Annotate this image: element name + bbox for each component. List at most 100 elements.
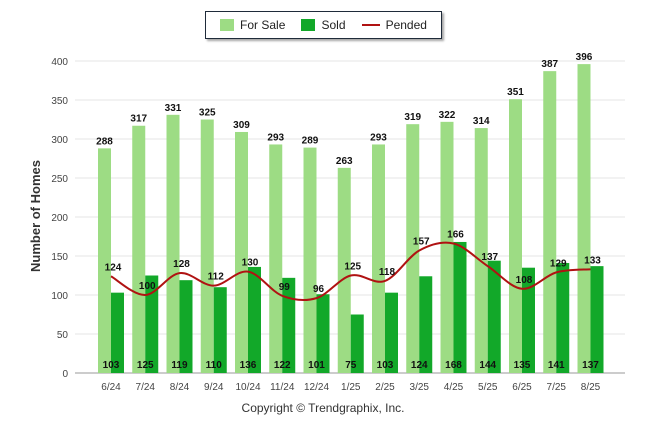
bar-for-sale (509, 99, 522, 373)
bar-for-sale (406, 124, 420, 374)
bar-for-sale (98, 148, 111, 373)
for-sale-value-label: 293 (267, 132, 284, 143)
x-tick-label: 4/25 (444, 382, 464, 393)
pended-line (110, 241, 591, 302)
x-tick-label: 8/25 (581, 382, 601, 393)
x-tick-label: 1/25 (341, 382, 361, 393)
sold-value-label: 125 (137, 360, 154, 371)
x-tick-label: 7/25 (547, 382, 567, 393)
for-sale-value-label: 293 (370, 132, 387, 143)
pended-value-label: 137 (481, 252, 498, 263)
bar-sold (487, 260, 501, 373)
y-tick-label: 300 (51, 135, 68, 146)
sold-value-label: 103 (103, 360, 120, 371)
for-sale-value-label: 322 (439, 110, 456, 121)
legend-label-pended: Pended (385, 18, 427, 32)
pended-value-label: 96 (313, 284, 325, 295)
legend-item-sold[interactable]: Sold (301, 18, 346, 32)
for-sale-value-label: 314 (473, 116, 490, 127)
bar-for-sale (577, 64, 591, 374)
pended-value-label: 118 (379, 267, 396, 278)
sold-swatch (301, 19, 316, 31)
legend-item-pended[interactable]: Pended (361, 18, 427, 32)
for-sale-value-label: 319 (404, 112, 421, 123)
sold-value-label: 122 (274, 360, 291, 371)
y-tick-label: 400 (51, 57, 68, 68)
pended-value-label: 112 (208, 272, 225, 283)
x-tick-label: 12/24 (304, 382, 329, 393)
sold-value-label: 75 (345, 360, 357, 371)
bar-for-sale (200, 119, 214, 373)
x-tick-label: 6/24 (101, 382, 121, 393)
for-sale-value-label: 309 (233, 120, 250, 131)
bar-sold (145, 275, 159, 373)
bar-sold (556, 263, 570, 373)
sold-value-label: 135 (514, 360, 531, 371)
sold-value-label: 119 (171, 360, 188, 371)
bar-sold (453, 241, 467, 373)
pended-value-label: 133 (584, 255, 601, 266)
x-tick-label: 6/25 (512, 382, 532, 393)
pended-swatch (361, 24, 380, 26)
x-tick-label: 2/25 (375, 382, 395, 393)
x-tick-label: 5/25 (478, 382, 498, 393)
bar-sold (179, 280, 193, 373)
x-tick-label: 9/24 (204, 382, 224, 393)
pended-value-label: 129 (550, 258, 567, 269)
bar-sold (111, 292, 124, 373)
bar-sold (282, 277, 296, 373)
bar-sold (316, 294, 330, 373)
sold-value-label: 124 (411, 360, 428, 371)
for-sale-value-label: 317 (130, 114, 147, 125)
bar-for-sale (303, 147, 317, 373)
bar-for-sale (166, 114, 180, 373)
x-tick-label: 3/25 (410, 382, 430, 393)
bar-sold (350, 314, 364, 373)
for-sale-swatch (220, 19, 235, 31)
x-tick-label: 10/24 (235, 382, 260, 393)
for-sale-value-label: 288 (96, 136, 113, 147)
y-tick-label: 50 (57, 330, 69, 341)
legend: For Sale Sold Pended (205, 11, 442, 39)
sold-value-label: 103 (377, 360, 394, 371)
pended-value-label: 108 (516, 275, 533, 286)
bar-for-sale (235, 131, 248, 373)
pended-value-label: 166 (447, 230, 464, 241)
y-axis-title: Number of Homes (28, 160, 43, 272)
y-tick-label: 200 (51, 213, 68, 224)
y-tick-label: 100 (51, 291, 68, 302)
pended-value-label: 157 (413, 237, 430, 248)
for-sale-value-label: 325 (199, 108, 216, 119)
y-tick-label: 350 (51, 96, 68, 107)
y-tick-label: 250 (51, 174, 68, 185)
copyright-text: Copyright © Trendgraphix, Inc. (241, 401, 405, 415)
pended-value-label: 100 (139, 281, 156, 292)
bar-sold (213, 287, 227, 373)
x-tick-label: 7/24 (136, 382, 156, 393)
pended-value-label: 99 (279, 282, 291, 293)
sold-value-label: 101 (308, 360, 325, 371)
for-sale-value-label: 263 (336, 156, 353, 167)
sold-value-label: 144 (479, 360, 496, 371)
bar-sold (385, 292, 398, 373)
bar-for-sale (543, 71, 557, 373)
for-sale-value-label: 289 (302, 136, 319, 147)
bar-sold (248, 266, 261, 373)
legend-label-sold: Sold (321, 18, 346, 32)
y-tick-label: 150 (51, 252, 68, 263)
legend-label-for-sale: For Sale (240, 18, 286, 32)
x-tick-label: 8/24 (170, 382, 190, 393)
sold-value-label: 141 (548, 360, 565, 371)
sold-value-label: 136 (240, 360, 257, 371)
for-sale-value-label: 387 (541, 59, 558, 70)
x-tick-label: 11/24 (270, 382, 295, 393)
pended-value-label: 125 (344, 262, 361, 273)
legend-item-for-sale[interactable]: For Sale (220, 18, 285, 32)
for-sale-value-label: 331 (165, 103, 182, 114)
for-sale-value-label: 396 (576, 52, 593, 63)
sold-value-label: 110 (206, 360, 223, 371)
bar-for-sale (440, 121, 454, 373)
bar-for-sale (372, 144, 385, 373)
pended-value-label: 124 (105, 262, 122, 273)
